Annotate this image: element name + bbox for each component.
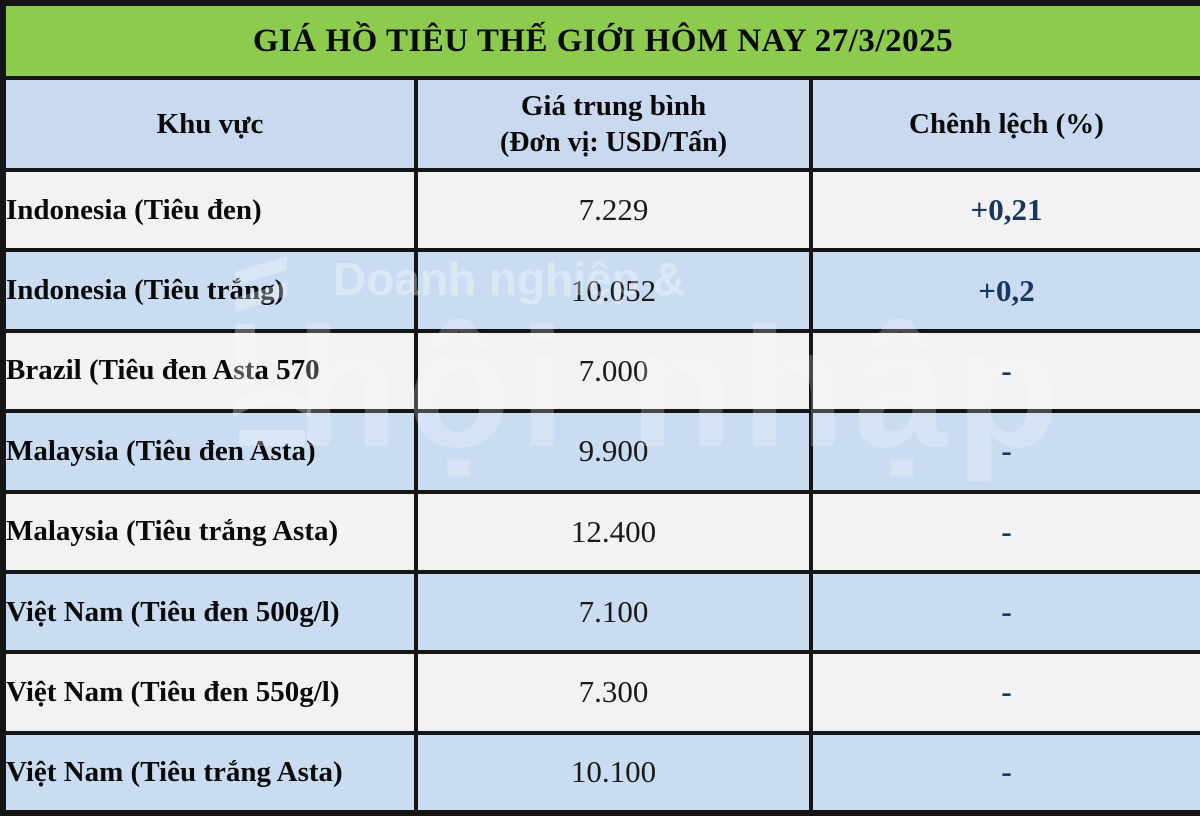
column-header-region: Khu vực: [1, 76, 418, 172]
price-cell: 7.229: [414, 167, 813, 253]
column-header-price: Giá trung bình (Đơn vị: USD/Tấn): [414, 76, 813, 172]
table-body: Indonesia (Tiêu đen) 7.229 +0,21 Indones…: [1, 167, 1200, 816]
region-cell: Malaysia (Tiêu trắng Asta): [1, 489, 418, 574]
region-cell: Việt Nam (Tiêu đen 550g/l): [1, 650, 418, 735]
change-cell: -: [809, 328, 1200, 414]
table-row: Malaysia (Tiêu trắng Asta) 12.400 -: [1, 489, 1200, 574]
table-row: Malaysia (Tiêu đen Asta) 9.900 -: [1, 409, 1200, 494]
region-cell: Indonesia (Tiêu trắng): [1, 248, 418, 333]
page-title: GIÁ HỒ TIÊU THẾ GIỚI HÔM NAY 27/3/2025: [1, 1, 1200, 80]
table-row: Indonesia (Tiêu trắng) 10.052 +0,2: [1, 248, 1200, 333]
table-row: Việt Nam (Tiêu trắng Asta) 10.100 -: [1, 730, 1200, 816]
column-header-price-label: Giá trung bình: [520, 90, 707, 123]
change-cell: -: [809, 730, 1200, 816]
price-cell: 10.052: [414, 248, 813, 333]
table-row: Việt Nam (Tiêu đen 500g/l) 7.100 -: [1, 569, 1200, 655]
change-cell: +0,21: [809, 167, 1200, 253]
region-cell: Việt Nam (Tiêu trắng Asta): [1, 730, 418, 816]
column-header-row: Khu vực Giá trung bình (Đơn vị: USD/Tấn)…: [1, 76, 1200, 172]
price-cell: 7.100: [414, 569, 813, 655]
change-cell: -: [809, 650, 1200, 735]
table-row: Indonesia (Tiêu đen) 7.229 +0,21: [1, 167, 1200, 253]
price-cell: 7.300: [414, 650, 813, 735]
region-cell: Việt Nam (Tiêu đen 500g/l): [1, 569, 418, 655]
price-cell: 10.100: [414, 730, 813, 816]
change-cell: -: [809, 489, 1200, 574]
column-header-change: Chênh lệch (%): [809, 76, 1200, 172]
price-cell: 12.400: [414, 489, 813, 574]
price-cell: 7.000: [414, 328, 813, 414]
change-cell: -: [809, 569, 1200, 655]
table-row: Brazil (Tiêu đen Asta 570 7.000 -: [1, 328, 1200, 414]
price-cell: 9.900: [414, 409, 813, 494]
table-row: Việt Nam (Tiêu đen 550g/l) 7.300 -: [1, 650, 1200, 735]
title-row: GIÁ HỒ TIÊU THẾ GIỚI HÔM NAY 27/3/2025: [1, 1, 1200, 80]
change-cell: +0,2: [809, 248, 1200, 333]
region-cell: Malaysia (Tiêu đen Asta): [1, 409, 418, 494]
change-cell: -: [809, 409, 1200, 494]
region-cell: Indonesia (Tiêu đen): [1, 167, 418, 253]
column-header-price-unit: (Đơn vị: USD/Tấn): [499, 126, 728, 158]
region-cell: Brazil (Tiêu đen Asta 570: [1, 328, 418, 414]
